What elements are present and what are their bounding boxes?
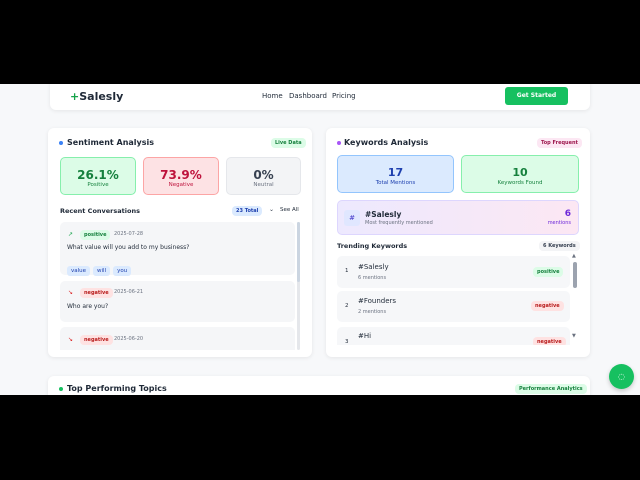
sentiment-badge: negative [531, 301, 564, 311]
screen: +Salesly Home Dashboard Pricing Get Star… [0, 84, 640, 395]
dot [59, 141, 63, 145]
stat-label: Neutral [253, 182, 274, 188]
rank: 1 [345, 268, 349, 274]
conversation[interactable]: ↘ negative 2025-06-20 [60, 327, 295, 350]
topics-card: Top Performing Topics Performance Analyt… [48, 376, 590, 395]
message: What value will you add to my business? [67, 244, 190, 251]
stat-label: Positive [87, 182, 109, 188]
top-keyword: # #Salesly Most frequently mentioned 6 m… [337, 200, 579, 235]
badge: Live Data [271, 138, 306, 148]
stat-box: 17 Total Mentions [337, 155, 454, 193]
section-title: Trending Keywords [337, 242, 408, 250]
conversation[interactable]: ↗ positive 2025-07-28 What value will yo… [60, 222, 295, 276]
brand-text: Salesly [79, 90, 124, 103]
keywords-card: Keywords Analysis Top Frequent 17 Total … [326, 128, 590, 357]
total-badge: 23 Total [232, 206, 263, 216]
scroll-up[interactable]: ▲ [572, 253, 576, 259]
rank: 2 [345, 303, 349, 309]
sentiment-badge: positive [533, 267, 564, 277]
date: 2025-06-20 [114, 336, 144, 342]
keyword-sub: Most frequently mentioned [365, 220, 433, 226]
count-label: mentions [547, 220, 571, 226]
tag: you [113, 266, 132, 276]
keyword: #Salesly [358, 263, 389, 271]
stat-box: 0% Neutral [226, 157, 301, 195]
chevron[interactable]: ⌄ [269, 206, 275, 213]
badge: Top Frequent [537, 138, 582, 148]
tags: value will you [67, 257, 134, 276]
stat-label: Total Mentions [375, 180, 416, 186]
dot [59, 387, 63, 391]
keyword-count: 6 [564, 209, 571, 219]
keyword: #Hi [358, 332, 372, 340]
badge: Performance Analytics [515, 384, 587, 394]
stat-value: 73.9% [160, 168, 202, 182]
sentiment-badge: negative [533, 337, 566, 345]
scroll-thumb[interactable] [297, 222, 300, 282]
sentiment-badge: negative [80, 335, 113, 345]
conversation[interactable]: ↘ negative 2025-06-21 Who are you? [60, 281, 295, 322]
sentiment-badge: positive [80, 230, 111, 240]
keyword-item[interactable]: 3 #Hi negative [337, 327, 570, 345]
keyword-item[interactable]: 2 #Founders 2 mentions negative [337, 291, 570, 322]
date: 2025-06-21 [114, 289, 144, 295]
stat-value: 17 [387, 166, 404, 179]
stat-label: Negative [168, 182, 194, 188]
nav-link[interactable]: Home [262, 92, 283, 100]
keyword: #Founders [358, 297, 397, 305]
card-title: Top Performing Topics [67, 384, 167, 393]
mentions: 6 mentions [358, 275, 387, 281]
tag: value [67, 266, 91, 276]
card-title: Sentiment Analysis [67, 138, 155, 147]
keyword-icon: # [344, 210, 360, 226]
dot [337, 141, 341, 145]
count-badge: 6 Keywords [539, 241, 580, 251]
chat-button[interactable]: ◌ [609, 364, 634, 389]
sentiment-card: Sentiment Analysis Live Data 26.1% Posit… [48, 128, 312, 357]
trend-icon: ↘ [68, 336, 74, 343]
navbar: +Salesly Home Dashboard Pricing Get Star… [50, 84, 590, 110]
stat-value: 10 [512, 166, 528, 179]
trend-icon: ↗ [68, 231, 74, 238]
stat-value: 26.1% [77, 168, 119, 182]
trend-icon: ↘ [68, 289, 74, 296]
stat-box: 10 Keywords Found [461, 155, 579, 193]
section-title: Recent Conversations [60, 207, 140, 215]
date: 2025-07-28 [114, 231, 144, 237]
keyword-item[interactable]: 1 #Salesly 6 mentions positive [337, 256, 570, 288]
conversation-list: ↗ positive 2025-07-28 What value will yo… [60, 222, 297, 350]
brand[interactable]: +Salesly [70, 90, 124, 103]
cta-button[interactable]: Get Started [505, 87, 568, 105]
nav-link[interactable]: Dashboard [289, 92, 327, 100]
mentions: 2 mentions [358, 309, 387, 315]
rank: 3 [345, 339, 349, 345]
nav-link[interactable]: Pricing [332, 92, 356, 100]
keyword-list: 1 #Salesly 6 mentions positive 2 #Founde… [337, 256, 571, 345]
see-all[interactable]: See All [280, 207, 299, 213]
stat-box: 73.9% Negative [143, 157, 219, 195]
keyword: #Salesly [365, 210, 402, 219]
scrollbar[interactable] [297, 222, 300, 350]
scroll-down[interactable]: ▼ [572, 333, 576, 339]
tag: will [93, 266, 111, 276]
sentiment-badge: negative [80, 288, 113, 298]
card-title: Keywords Analysis [344, 138, 429, 147]
stat-box: 26.1% Positive [60, 157, 136, 195]
message: Who are you? [67, 303, 109, 310]
stat-label: Keywords Found [497, 180, 543, 186]
stat-value: 0% [253, 168, 274, 182]
scroll-thumb[interactable] [573, 262, 577, 288]
